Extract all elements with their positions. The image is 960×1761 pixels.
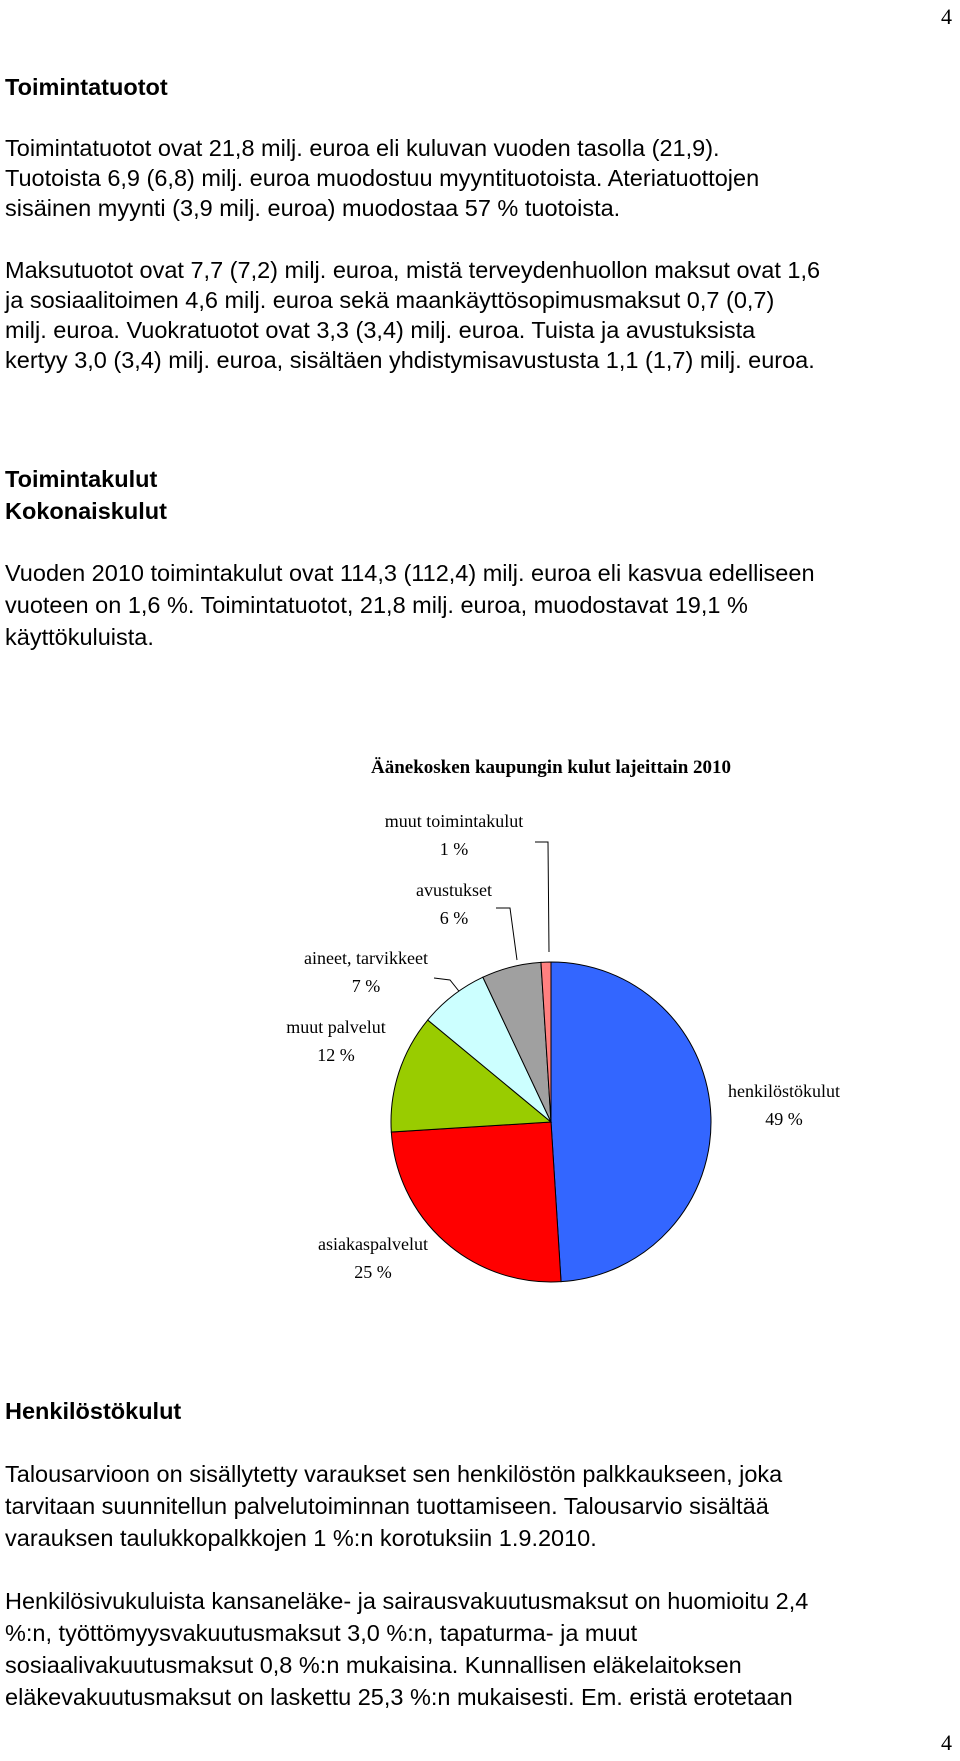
slice-value-label: 25 %: [354, 1262, 392, 1282]
paragraph-line: milj. euroa. Vuokratuotot ovat 3,3 (3,4)…: [5, 317, 756, 343]
paragraph-line: Tuotoista 6,9 (6,8) milj. euroa muodostu…: [5, 165, 759, 191]
slice-label: henkilöstökulut: [728, 1081, 840, 1101]
slice-label: aineet, tarvikkeet: [304, 948, 428, 968]
slice-label: asiakaspalvelut: [318, 1234, 428, 1254]
slice-value-label: 1 %: [440, 839, 469, 859]
paragraph-line: sosiaalivakuutusmaksut 0,8 %:n mukaisina…: [5, 1652, 742, 1678]
paragraph-line: Talousarvioon on sisällytetty varaukset …: [5, 1461, 783, 1487]
leader-lines: [433, 841, 550, 996]
paragraph-line: %:n, työttömyysvakuutusmaksut 3,0 %:n, t…: [5, 1620, 638, 1646]
pie-slice: [550, 961, 712, 1283]
paragraph-line: Toimintatuotot ovat 21,8 milj. euroa eli…: [5, 135, 720, 161]
heading: Toimintatuotot: [5, 74, 168, 100]
pie-slice: [390, 1019, 553, 1133]
paragraph-line: tarvitaan suunnitellun palvelutoiminnan …: [5, 1493, 770, 1519]
paragraph-line: vuoteen on 1,6 %. Toimintatuotot, 21,8 m…: [5, 592, 748, 618]
paragraph-line: käyttökuluista.: [5, 624, 154, 650]
slice-label: muut toimintakulut: [385, 811, 524, 831]
paragraph-line: kertyy 3,0 (3,4) milj. euroa, sisältäen …: [5, 347, 815, 373]
paragraph-line: sisäinen myynti (3,9 milj. euroa) muodos…: [5, 195, 620, 221]
paragraph-line: varauksen taulukkopalkkojen 1 %:n korotu…: [5, 1525, 597, 1551]
slice-value-label: 12 %: [317, 1045, 355, 1065]
leader-line: [496, 907, 518, 961]
paragraph-line: Henkilösivukuluista kansaneläke- ja sair…: [5, 1588, 808, 1614]
slice-label: muut palvelut: [286, 1017, 385, 1037]
paragraph-line: eläkevakuutusmaksut on laskettu 25,3 %:n…: [5, 1684, 793, 1710]
slice-label: avustukset: [416, 880, 492, 900]
page-number: 4: [941, 4, 952, 29]
slice-value-label: 7 %: [352, 976, 381, 996]
leader-line: [535, 841, 550, 953]
paragraph-line: Maksutuotot ovat 7,7 (7,2) milj. euroa, …: [5, 257, 820, 283]
paragraph-line: Vuoden 2010 toimintakulut ovat 114,3 (11…: [5, 560, 815, 586]
chart-title: Äänekosken kaupungin kulut lajeittain 20…: [371, 757, 731, 778]
paragraph-line: ja sosiaalitoimen 4,6 milj. euroa sekä m…: [4, 287, 774, 313]
slice-value-label: 6 %: [440, 908, 469, 928]
heading: Kokonaiskulut: [5, 498, 167, 524]
slice-value-label: 49 %: [765, 1109, 803, 1129]
pie-slice: [540, 961, 552, 1123]
heading: Toimintakulut: [5, 466, 157, 492]
heading: Henkilöstökulut: [5, 1398, 181, 1424]
leader-line: [433, 977, 463, 996]
pie-slice: [390, 1121, 562, 1283]
page-number: 4: [941, 1730, 952, 1755]
